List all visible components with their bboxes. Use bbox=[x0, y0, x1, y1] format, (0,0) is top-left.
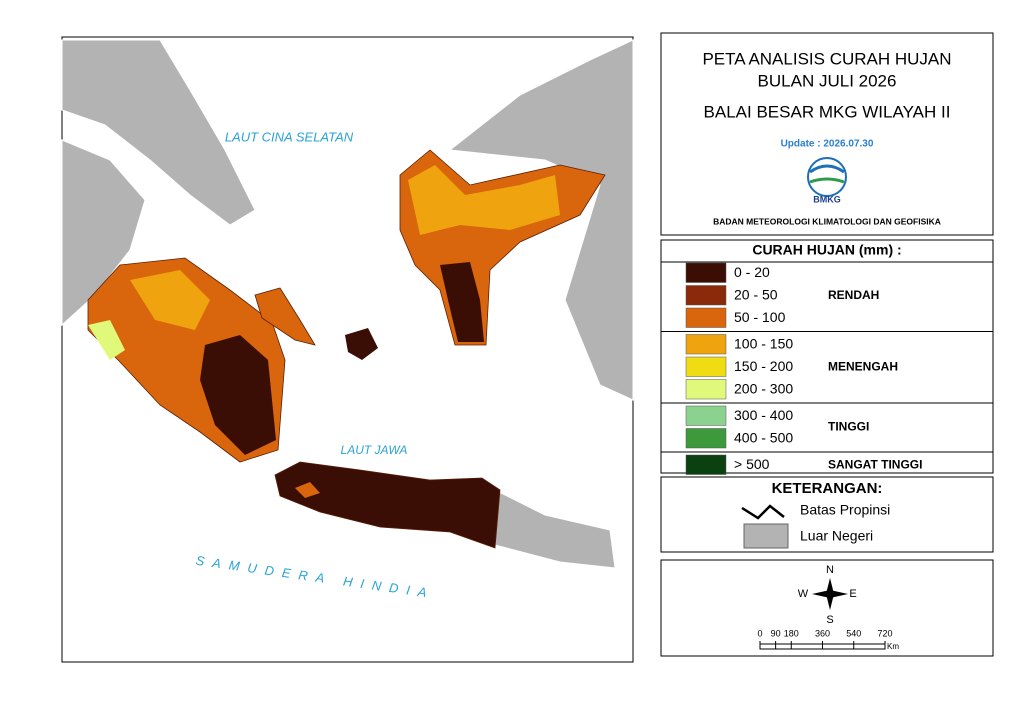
province-area bbox=[130, 270, 210, 330]
legend-swatch bbox=[685, 379, 727, 400]
notes-title: KETERANGAN: bbox=[772, 480, 883, 497]
legend-group: RENDAH bbox=[828, 288, 879, 302]
compass-label: W bbox=[798, 588, 809, 600]
foreign-land bbox=[61, 139, 146, 327]
province-line-symbol bbox=[741, 504, 785, 520]
update-date: Update : 2026.07.30 bbox=[781, 139, 874, 150]
title-line: BULAN JULI 2026 bbox=[758, 71, 897, 90]
legend-label: 20 - 50 bbox=[734, 286, 778, 302]
legend-swatch bbox=[685, 428, 727, 449]
legend-label: > 500 bbox=[734, 456, 770, 472]
compass-label: E bbox=[849, 588, 856, 600]
scale-label: 360 bbox=[815, 628, 830, 638]
legend-group: MENENGAH bbox=[828, 359, 898, 373]
scale-label: 0 bbox=[757, 628, 762, 638]
province-area bbox=[254, 287, 316, 346]
compass-label: S bbox=[826, 614, 833, 626]
legend-swatch bbox=[685, 334, 727, 355]
legend-label: 150 - 200 bbox=[734, 358, 793, 374]
foreign-land bbox=[61, 39, 256, 226]
legend-title: CURAH HUJAN (mm) : bbox=[752, 242, 901, 258]
scale-label: 720 bbox=[877, 628, 892, 638]
legend-group: TINGGI bbox=[828, 420, 869, 434]
panel-frame bbox=[660, 32, 994, 236]
province-area bbox=[274, 461, 501, 549]
scale-label: 540 bbox=[846, 628, 861, 638]
province-area bbox=[408, 165, 560, 235]
legend-swatch bbox=[685, 285, 727, 306]
title-panel: PETA ANALISIS CURAH HUJAN BULAN JULI 202… bbox=[660, 32, 994, 236]
foreign-symbol bbox=[743, 523, 789, 549]
province-area bbox=[295, 482, 320, 498]
sea-label: LAUT JAWA bbox=[341, 443, 408, 457]
compass-star bbox=[812, 590, 848, 598]
logo: BMKG bbox=[807, 157, 847, 204]
notes-item: Batas Propinsi bbox=[800, 502, 890, 518]
panel-frame bbox=[660, 476, 994, 553]
subtitle: BALAI BESAR MKG WILAYAH II bbox=[704, 102, 951, 121]
province-area bbox=[200, 335, 276, 455]
logo-text: BMKG bbox=[813, 194, 841, 204]
compass-label: N bbox=[826, 564, 834, 576]
agency: BADAN METEOROLOGI KLIMATOLOGI DAN GEOFIS… bbox=[713, 216, 941, 226]
panel-frame bbox=[660, 559, 994, 657]
map: LAUT CINA SELATAN LAUT JAWA SAMUDERA HIN… bbox=[61, 36, 634, 663]
legend-swatch bbox=[685, 356, 727, 377]
province-area bbox=[440, 262, 484, 342]
legend-swatch bbox=[685, 454, 727, 475]
legend-label: 50 - 100 bbox=[734, 309, 786, 325]
legend-panel: CURAH HUJAN (mm) : 0 - 20 20 - 50 50 - 100… bbox=[660, 239, 994, 475]
title-line: PETA ANALISIS CURAH HUJAN bbox=[702, 49, 951, 68]
legend-label: 400 - 500 bbox=[734, 429, 793, 445]
legend-label: 200 - 300 bbox=[734, 380, 793, 396]
legend-label: 300 - 400 bbox=[734, 407, 793, 423]
sea-label: LAUT CINA SELATAN bbox=[225, 129, 354, 144]
scale-label: 90 bbox=[771, 628, 781, 638]
notes-panel: KETERANGAN: Batas Propinsi Luar Negeri bbox=[660, 476, 994, 553]
compass-panel: N E S W 0 90 180 360 540 720 Km bbox=[660, 559, 994, 657]
province-area bbox=[88, 320, 125, 360]
legend-label: 100 - 150 bbox=[734, 335, 793, 351]
scale-unit: Km bbox=[887, 642, 899, 651]
legend-swatch bbox=[685, 262, 727, 283]
legend-group: SANGAT TINGGI bbox=[828, 457, 922, 471]
province-area bbox=[345, 328, 378, 360]
legend-label: 0 - 20 bbox=[734, 264, 770, 280]
scale-label: 180 bbox=[784, 628, 799, 638]
legend-swatch bbox=[685, 405, 727, 426]
notes-item: Luar Negeri bbox=[800, 528, 873, 544]
legend-swatch bbox=[685, 307, 727, 328]
